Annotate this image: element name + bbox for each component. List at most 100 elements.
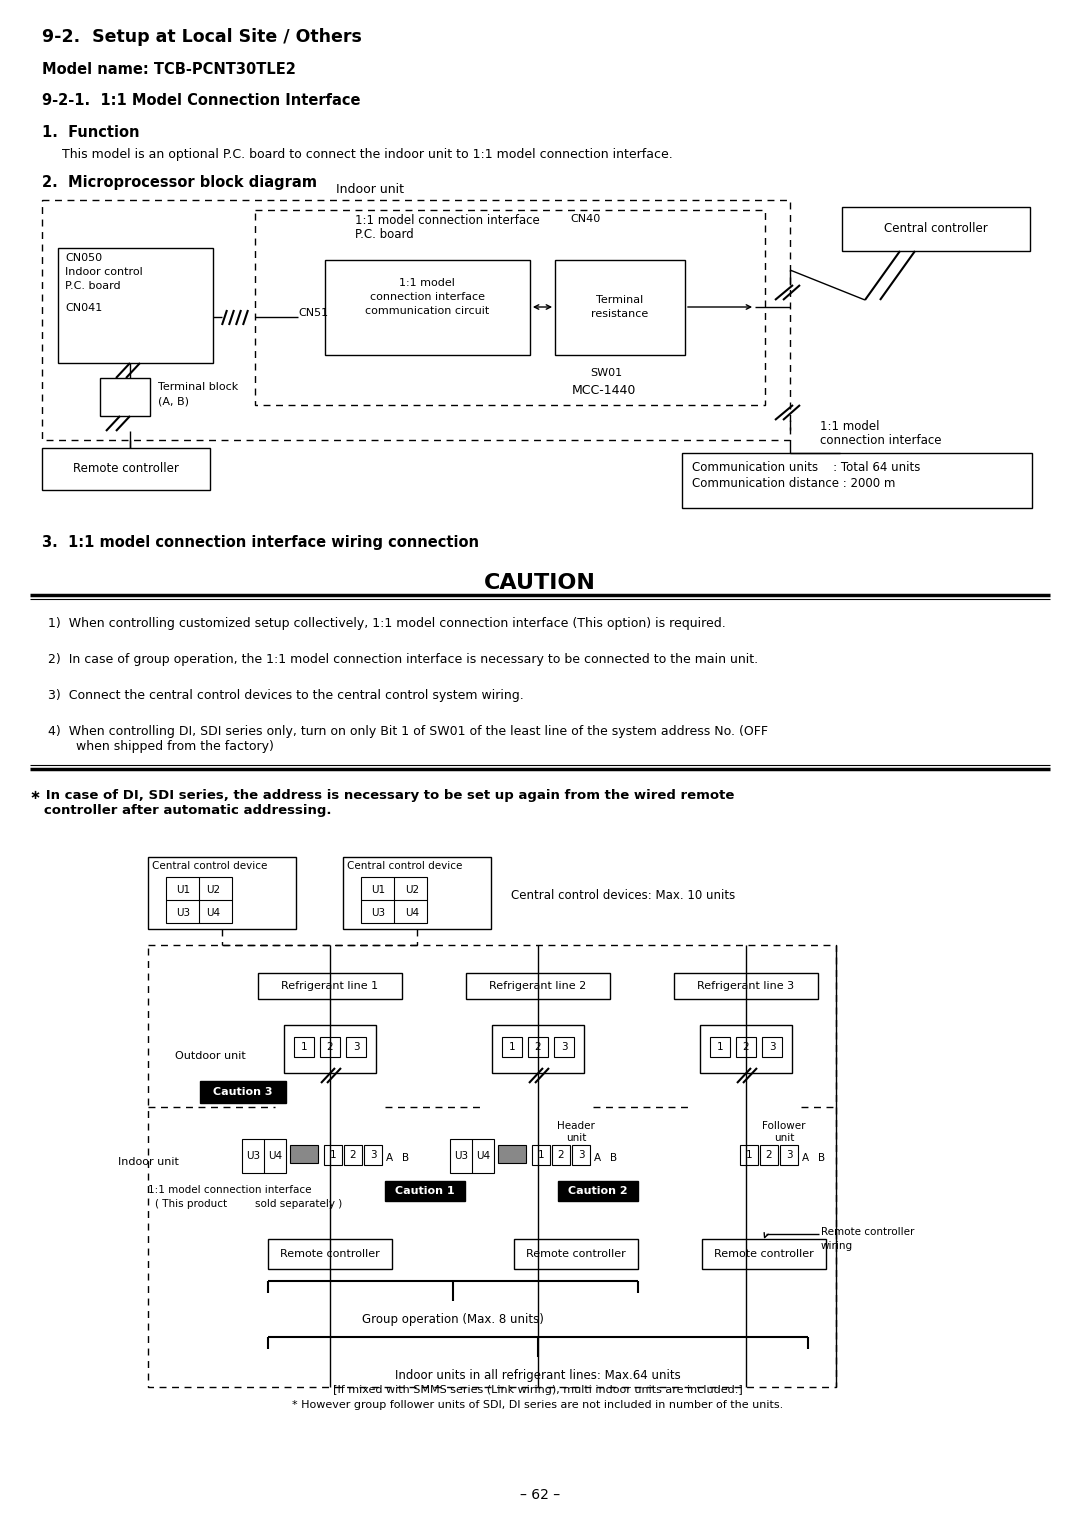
Bar: [498, 1145, 526, 1164]
Bar: [42, 448, 210, 490]
Text: P.C. board: P.C. board: [65, 281, 121, 291]
Text: [If mixed with SMMS series (Link wiring), multi indoor units are included.]: [If mixed with SMMS series (Link wiring)…: [333, 1385, 743, 1395]
Text: A: A: [386, 1153, 393, 1164]
Text: CN51: CN51: [298, 308, 328, 319]
Text: Caution 1: Caution 1: [395, 1186, 455, 1196]
Text: This model is an optional P.C. board to connect the indoor unit to 1:1 model con: This model is an optional P.C. board to …: [62, 148, 673, 162]
Bar: [320, 1037, 340, 1057]
Bar: [346, 1037, 366, 1057]
Text: 2: 2: [557, 1150, 565, 1161]
Text: 2.  Microprocessor block diagram: 2. Microprocessor block diagram: [42, 175, 318, 191]
Bar: [284, 1025, 376, 1074]
Text: SW01: SW01: [590, 368, 622, 378]
Text: U3: U3: [246, 1151, 260, 1161]
Bar: [465, 973, 610, 999]
Text: 3: 3: [578, 1150, 584, 1161]
Text: 3: 3: [561, 1042, 567, 1052]
Text: Outdoor unit: Outdoor unit: [175, 1051, 246, 1061]
Text: U1: U1: [372, 884, 386, 895]
Text: Indoor unit: Indoor unit: [118, 1157, 179, 1167]
Text: 3: 3: [785, 1150, 793, 1161]
Text: connection interface: connection interface: [820, 435, 942, 447]
Text: 1:1 model: 1:1 model: [820, 419, 879, 433]
Text: U3: U3: [176, 907, 190, 918]
Text: U4: U4: [206, 907, 220, 918]
Bar: [200, 1081, 286, 1103]
Text: Terminal block: Terminal block: [158, 381, 239, 392]
Bar: [710, 1037, 730, 1057]
Bar: [760, 1145, 778, 1165]
Bar: [364, 1145, 382, 1165]
Text: U2: U2: [405, 884, 419, 895]
Bar: [702, 1238, 826, 1269]
Bar: [502, 1037, 522, 1057]
Bar: [148, 857, 296, 929]
Text: connection interface: connection interface: [369, 291, 485, 302]
Text: 1:1 model connection interface: 1:1 model connection interface: [355, 214, 540, 227]
Text: Follower
unit: Follower unit: [762, 1121, 806, 1142]
Text: Remote controller: Remote controller: [714, 1249, 814, 1260]
Text: Header
unit: Header unit: [557, 1121, 595, 1142]
Text: B: B: [818, 1153, 825, 1164]
Bar: [558, 1180, 638, 1202]
Text: (A, B): (A, B): [158, 396, 189, 406]
Text: 9-2.  Setup at Local Site / Others: 9-2. Setup at Local Site / Others: [42, 27, 362, 46]
Bar: [762, 1037, 782, 1057]
Bar: [42, 200, 789, 441]
Bar: [528, 1037, 548, 1057]
Bar: [492, 1025, 584, 1074]
Text: Remote controller: Remote controller: [821, 1228, 915, 1237]
Text: Remote controller: Remote controller: [526, 1249, 626, 1260]
Bar: [242, 1139, 286, 1173]
Bar: [384, 1180, 465, 1202]
Text: 1.  Function: 1. Function: [42, 125, 139, 140]
Text: Caution 3: Caution 3: [213, 1087, 273, 1096]
Text: resistance: resistance: [592, 310, 649, 319]
Text: 3: 3: [353, 1042, 360, 1052]
Text: Communication units    : Total 64 units: Communication units : Total 64 units: [692, 461, 920, 474]
Bar: [740, 1145, 758, 1165]
Text: 1: 1: [538, 1150, 544, 1161]
Text: 9-2-1.  1:1 Model Connection Interface: 9-2-1. 1:1 Model Connection Interface: [42, 93, 361, 108]
Text: 2: 2: [743, 1042, 750, 1052]
Text: 2: 2: [326, 1042, 334, 1052]
Bar: [258, 973, 402, 999]
Bar: [166, 877, 232, 923]
Text: Indoor unit: Indoor unit: [336, 183, 404, 197]
Text: 3: 3: [369, 1150, 376, 1161]
Text: Refrigerant line 2: Refrigerant line 2: [489, 981, 586, 991]
Text: 1:1 model connection interface: 1:1 model connection interface: [148, 1185, 311, 1196]
Text: B: B: [610, 1153, 617, 1164]
Text: Group operation (Max. 8 units): Group operation (Max. 8 units): [362, 1313, 544, 1327]
Text: 3)  Connect the central control devices to the central control system wiring.: 3) Connect the central control devices t…: [48, 689, 524, 702]
Bar: [735, 1037, 756, 1057]
Bar: [552, 1145, 570, 1165]
Text: B: B: [402, 1153, 409, 1164]
Text: Central control devices: Max. 10 units: Central control devices: Max. 10 units: [511, 889, 735, 901]
Text: 4)  When controlling DI, SDI series only, turn on only Bit 1 of SW01 of the leas: 4) When controlling DI, SDI series only,…: [48, 724, 768, 753]
Text: A: A: [802, 1153, 809, 1164]
Text: Caution 2: Caution 2: [568, 1186, 627, 1196]
Text: Remote controller: Remote controller: [73, 462, 179, 476]
Bar: [532, 1145, 550, 1165]
Text: 1)  When controlling customized setup collectively, 1:1 model connection interfa: 1) When controlling customized setup col…: [48, 618, 726, 630]
Text: Indoor control: Indoor control: [65, 267, 143, 278]
Text: Communication distance : 2000 m: Communication distance : 2000 m: [692, 477, 895, 490]
Text: CN041: CN041: [65, 303, 103, 313]
Text: P.C. board: P.C. board: [355, 229, 414, 241]
Text: U3: U3: [372, 907, 386, 918]
Text: 2: 2: [766, 1150, 772, 1161]
Text: Remote controller: Remote controller: [280, 1249, 380, 1260]
Text: MCC-1440: MCC-1440: [572, 384, 636, 396]
Text: CN050: CN050: [65, 253, 103, 262]
Text: CAUTION: CAUTION: [484, 573, 596, 593]
Bar: [343, 857, 491, 929]
Text: 1: 1: [509, 1042, 515, 1052]
Text: Central control device: Central control device: [152, 862, 268, 871]
Text: ∗ In case of DI, SDI series, the address is necessary to be set up again from th: ∗ In case of DI, SDI series, the address…: [30, 788, 734, 817]
Bar: [291, 1145, 318, 1164]
Text: 3.  1:1 model connection interface wiring connection: 3. 1:1 model connection interface wiring…: [42, 535, 480, 551]
Bar: [572, 1145, 590, 1165]
Bar: [294, 1037, 314, 1057]
Text: 1: 1: [745, 1150, 753, 1161]
